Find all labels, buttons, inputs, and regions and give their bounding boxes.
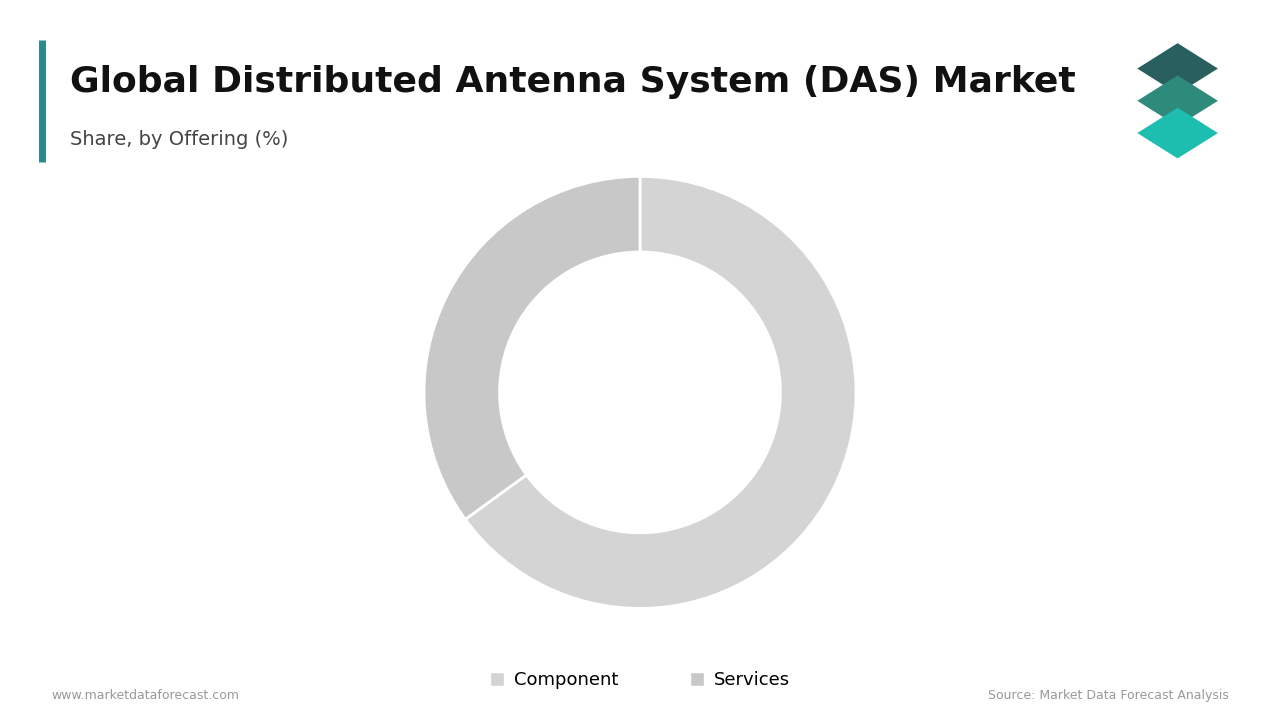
Text: Share, by Offering (%): Share, by Offering (%) xyxy=(70,130,289,148)
Text: Source: Market Data Forecast Analysis: Source: Market Data Forecast Analysis xyxy=(988,689,1229,702)
Text: Global Distributed Antenna System (DAS) Market: Global Distributed Antenna System (DAS) … xyxy=(70,65,1076,99)
Wedge shape xyxy=(424,176,640,519)
Legend: Component, Services: Component, Services xyxy=(483,664,797,696)
Polygon shape xyxy=(1138,108,1219,158)
Wedge shape xyxy=(465,176,856,608)
Text: www.marketdataforecast.com: www.marketdataforecast.com xyxy=(51,689,239,702)
Polygon shape xyxy=(1138,43,1219,94)
Polygon shape xyxy=(1138,76,1219,126)
